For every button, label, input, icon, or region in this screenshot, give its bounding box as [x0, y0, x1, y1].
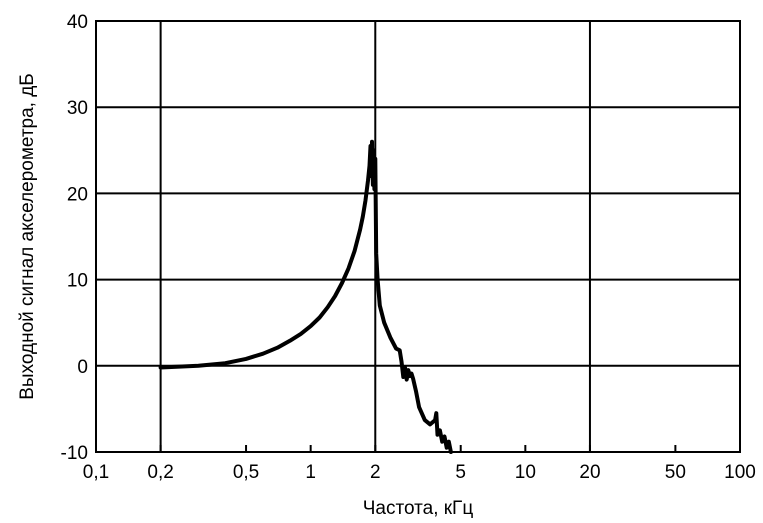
x-tick-label: 20	[579, 462, 600, 483]
x-tick-label: 1	[305, 462, 316, 483]
x-tick-label: 0,1	[83, 462, 109, 483]
y-axis-label: Выходной сигнал акселерометра, дБ	[17, 73, 38, 400]
x-axis-label: Частота, кГц	[363, 498, 474, 519]
x-tick-label: 5	[455, 462, 466, 483]
x-tick-label: 50	[665, 462, 686, 483]
x-tick-label: 100	[724, 462, 756, 483]
y-tick-label: 20	[67, 184, 88, 205]
series-line	[158, 139, 453, 454]
plot-frame	[95, 20, 741, 453]
y-tick-label: 0	[77, 357, 88, 378]
grid	[95, 20, 741, 453]
x-tick-label: 0,5	[233, 462, 259, 483]
series-layer	[158, 139, 453, 454]
x-tick-label: 0,2	[147, 462, 173, 483]
y-tick-label: 30	[67, 98, 88, 119]
y-tick-label: -10	[61, 443, 88, 464]
y-tick-label: 10	[67, 271, 88, 292]
x-tick-label: 2	[370, 462, 381, 483]
x-tick-label: 10	[515, 462, 536, 483]
y-tick-label: 40	[67, 12, 88, 33]
tick-labels: -10 0 10 20 30 40 0,1 0,2 0,5 1 2 5 10 20 50 100	[61, 12, 756, 483]
